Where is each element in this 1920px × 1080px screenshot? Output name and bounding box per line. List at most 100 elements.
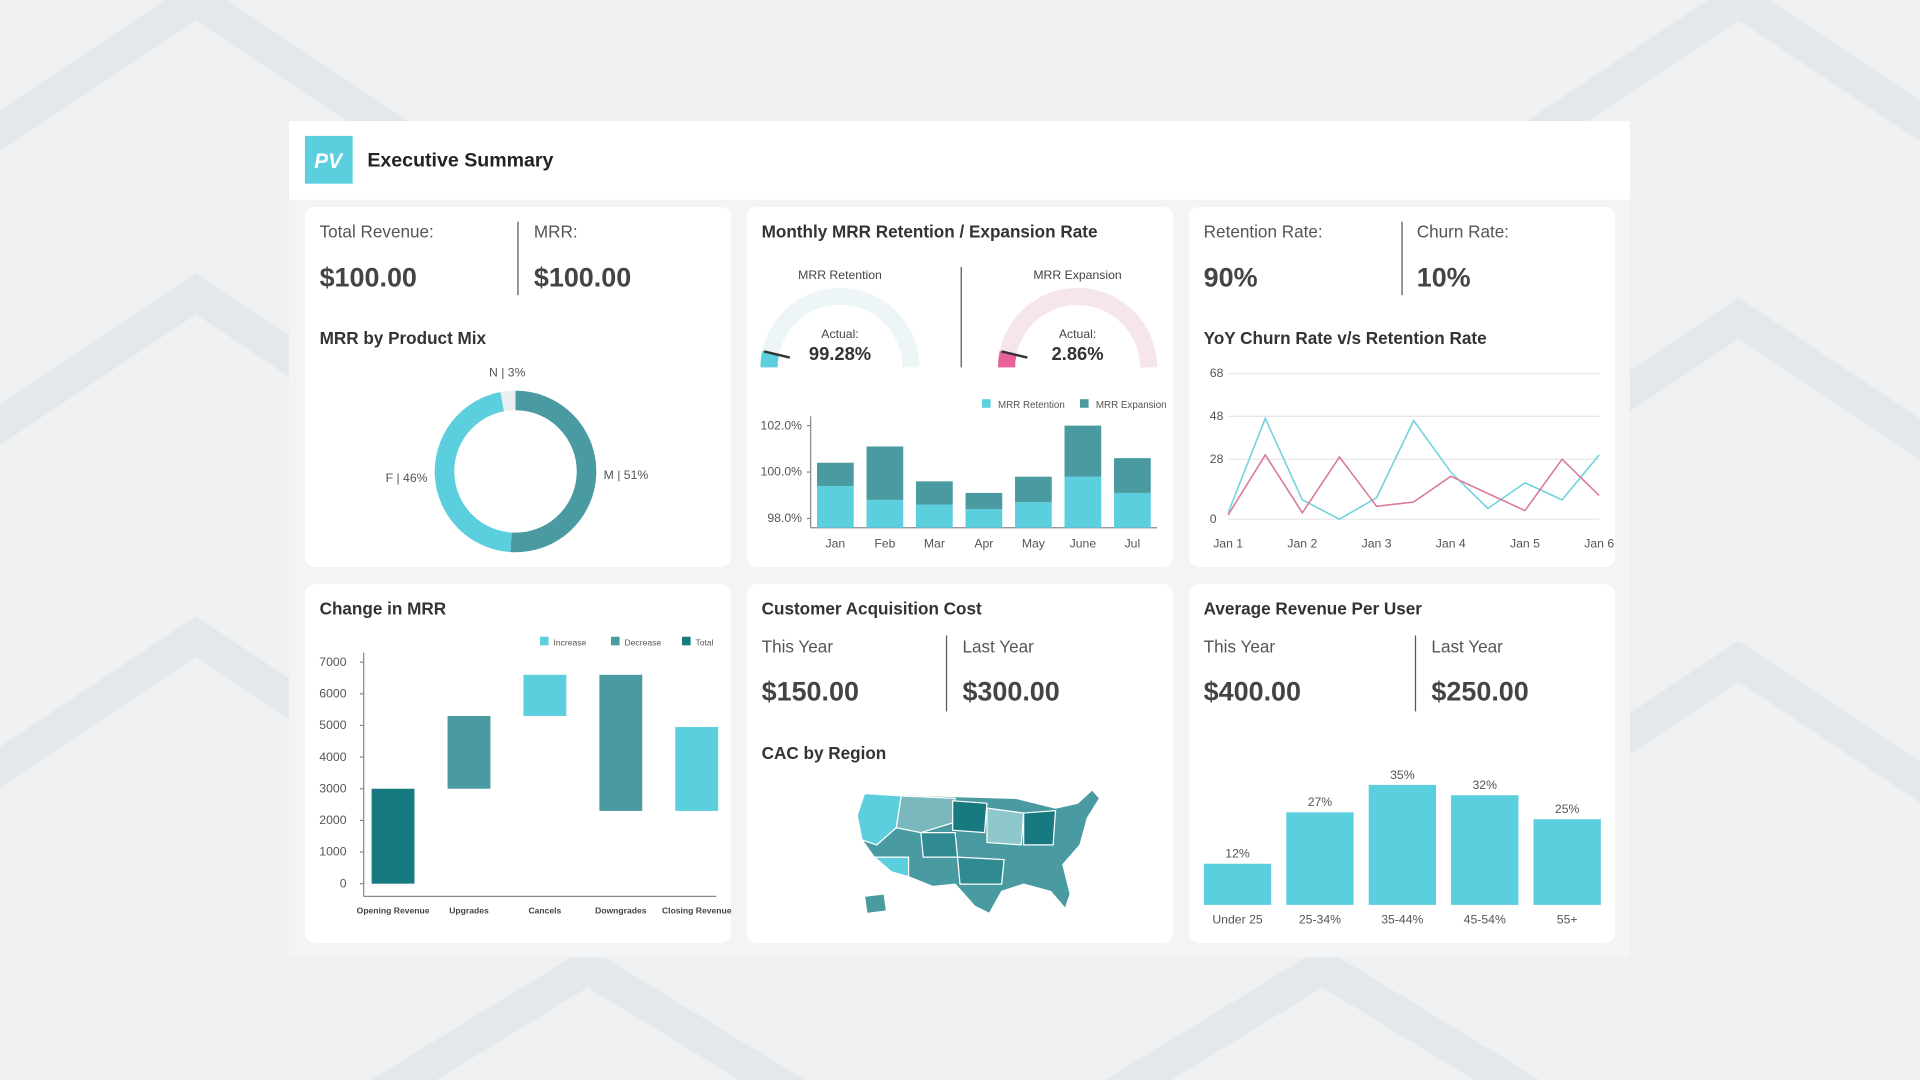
kpi-value: $250.00: [1431, 676, 1528, 706]
x-tick-label: Jan 2: [1287, 536, 1317, 550]
legend-swatch: [982, 399, 991, 408]
bar: [1286, 812, 1354, 905]
gauges: MRR Retention Actual: 99.28% MRR Expansi…: [760, 268, 1158, 368]
legend-label: Decrease: [624, 637, 661, 647]
gauge-track: [997, 287, 1158, 368]
bar-segment: [916, 481, 953, 505]
bar: [599, 674, 643, 811]
legend-swatch: [1080, 399, 1089, 408]
kpi-value: $100.00: [320, 263, 417, 293]
bar-segment: [1064, 476, 1102, 528]
y-tick-label: 0: [1210, 512, 1217, 526]
line-series: [1227, 416, 1600, 521]
gauge-label: MRR Expansion: [1033, 268, 1122, 282]
data-label: M | 51%: [604, 468, 649, 482]
kpi-label: Churn Rate:: [1417, 222, 1509, 242]
x-tick-label: May: [1022, 536, 1046, 550]
x-tick-label: Feb: [874, 536, 895, 550]
x-tick-label: Upgrades: [449, 905, 489, 915]
gauge-label: MRR Retention: [798, 268, 882, 282]
x-tick-label: Closing Revenue: [662, 905, 732, 915]
gauge-value: 99.28%: [809, 343, 871, 364]
x-tick-label: Jan: [825, 536, 845, 550]
legend-label: MRR Expansion: [1096, 400, 1167, 411]
x-tick-label: 55+: [1557, 912, 1578, 926]
panel: [304, 584, 732, 943]
x-tick-label: Jan 6: [1584, 536, 1614, 550]
gauge-fill: [760, 350, 779, 368]
map-region: [956, 856, 1005, 885]
panel-title: Average Revenue Per User: [1204, 599, 1423, 619]
x-tick-label: Cancels: [528, 905, 561, 915]
y-tick-label: 68: [1210, 366, 1224, 380]
panel-title: YoY Churn Rate v/s Retention Rate: [1204, 328, 1487, 348]
legend-label: Total: [696, 637, 714, 647]
bar: [1368, 784, 1437, 905]
x-tick-label: 35-44%: [1381, 912, 1423, 926]
y-tick-label: 100.0%: [761, 465, 803, 479]
x-tick-label: Apr: [974, 536, 993, 550]
legend-swatch: [611, 636, 620, 646]
map-region: [895, 795, 956, 834]
panel: [1188, 206, 1616, 567]
dividers: [517, 221, 1417, 712]
bar-segment: [1015, 502, 1052, 528]
logo-text: PV: [314, 150, 344, 173]
bar: [447, 715, 491, 789]
bar-segment: [1064, 425, 1102, 477]
y-tick-label: 6000: [319, 686, 346, 700]
bar-segment: [816, 485, 854, 528]
y-tick-label: 2000: [319, 813, 346, 827]
data-label: 25%: [1555, 802, 1580, 816]
map-region: [1023, 809, 1057, 846]
bar-segment: [866, 499, 904, 528]
data-label: 35%: [1390, 768, 1415, 782]
panel-title: Customer Acquisition Cost: [762, 599, 982, 619]
bar: [523, 674, 567, 716]
data-label: 27%: [1308, 795, 1333, 809]
data-label: 32%: [1473, 778, 1498, 792]
x-tick-label: Jan 4: [1436, 536, 1466, 550]
bar: [1203, 863, 1272, 905]
us-map: [856, 788, 1101, 915]
bar: [675, 727, 719, 811]
gauge-needle: [1001, 350, 1028, 359]
y-tick-label: 1000: [319, 845, 346, 859]
x-tick-label: Opening Revenue: [357, 905, 430, 915]
legend-swatch: [540, 636, 549, 646]
legend-swatch: [682, 636, 691, 646]
logo: [304, 135, 353, 184]
gauge-fill: [997, 350, 1017, 368]
kpi-label: This Year: [762, 637, 834, 657]
map-region: [986, 807, 1025, 846]
y-tick-label: 7000: [319, 655, 346, 669]
donut-segment: [434, 392, 512, 553]
x-tick-label: Jan 3: [1362, 536, 1392, 550]
legend-label: MRR Retention: [998, 400, 1065, 411]
y-tick-label: 102.0%: [761, 418, 803, 432]
map-region: [952, 800, 988, 834]
line-series: [1227, 453, 1600, 516]
bar-segment: [1114, 458, 1151, 493]
bar: [1451, 795, 1519, 905]
x-tick-label: 25-34%: [1299, 912, 1341, 926]
y-tick-label: 4000: [319, 750, 346, 764]
x-tick-label: Downgrades: [595, 905, 647, 915]
panel-title: Monthly MRR Retention / Expansion Rate: [762, 222, 1098, 242]
gauge-caption: Actual:: [821, 327, 858, 341]
x-tick-label: Jan 5: [1510, 536, 1540, 550]
bar: [371, 788, 415, 884]
x-tick-label: Jan 1: [1213, 536, 1243, 550]
kpi-value: 90%: [1204, 263, 1258, 293]
panel-title: CAC by Region: [762, 743, 887, 763]
bar-segment: [1114, 492, 1151, 528]
kpi-value: $150.00: [762, 676, 859, 706]
legend-label: Increase: [553, 637, 586, 647]
map-region: [863, 893, 888, 915]
kpi-value: $300.00: [962, 676, 1059, 706]
bar-segment: [965, 509, 1003, 528]
bar-segment: [1015, 476, 1052, 503]
map-region: [872, 856, 910, 878]
